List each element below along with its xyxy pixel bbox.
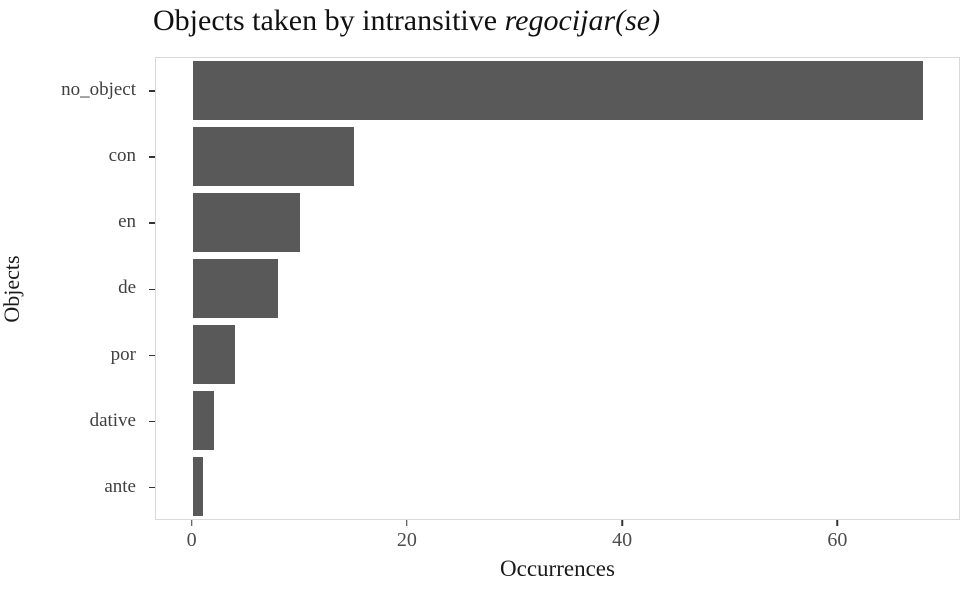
plot-panel [155, 57, 960, 520]
category-label: por [110, 343, 136, 365]
category-label: de [118, 277, 136, 299]
bar [192, 456, 204, 516]
bar [192, 127, 354, 187]
bar-row [156, 387, 959, 453]
x-tick-mark [621, 520, 623, 526]
x-axis-ticks: 0 20 40 60 [155, 520, 960, 560]
category-label: ante [104, 475, 136, 497]
chart-title-italic: regocijar(se) [504, 4, 661, 37]
bar [192, 61, 923, 121]
y-tick-mark [149, 222, 155, 224]
category-label: dative [89, 409, 136, 431]
category-label: en [118, 211, 136, 233]
bar-row [156, 453, 959, 519]
category-label: no_object [61, 79, 136, 101]
category-label: con [108, 145, 136, 167]
x-axis-label: Occurrences [500, 556, 615, 581]
y-tick-mark [149, 420, 155, 423]
x-tick-label: 40 [612, 529, 633, 551]
bars-container [156, 58, 959, 519]
bar [192, 324, 236, 384]
bar [192, 193, 300, 253]
y-tick-mark [149, 486, 155, 489]
bar-row [156, 190, 959, 256]
x-tick-mark [190, 520, 193, 526]
x-tick-label: 0 [186, 529, 197, 551]
x-tick-mark [406, 520, 408, 526]
x-tick-mark [836, 520, 839, 526]
y-tick-marks [149, 57, 155, 520]
bar [192, 390, 214, 450]
chart-title: Objects taken by intransitive regocijar(… [153, 4, 660, 38]
y-tick-mark [149, 354, 155, 357]
chart-title-text: Objects taken by intransitive [153, 4, 505, 37]
bar-row [156, 256, 959, 322]
x-tick-label: 60 [827, 529, 848, 551]
bar [192, 259, 279, 318]
x-tick-label: 20 [396, 529, 417, 551]
bar-row [156, 58, 959, 124]
bar-row [156, 124, 959, 190]
bar-row [156, 321, 959, 387]
y-tick-mark [149, 156, 155, 158]
y-tick-mark [149, 288, 155, 290]
y-tick-mark [149, 90, 155, 92]
